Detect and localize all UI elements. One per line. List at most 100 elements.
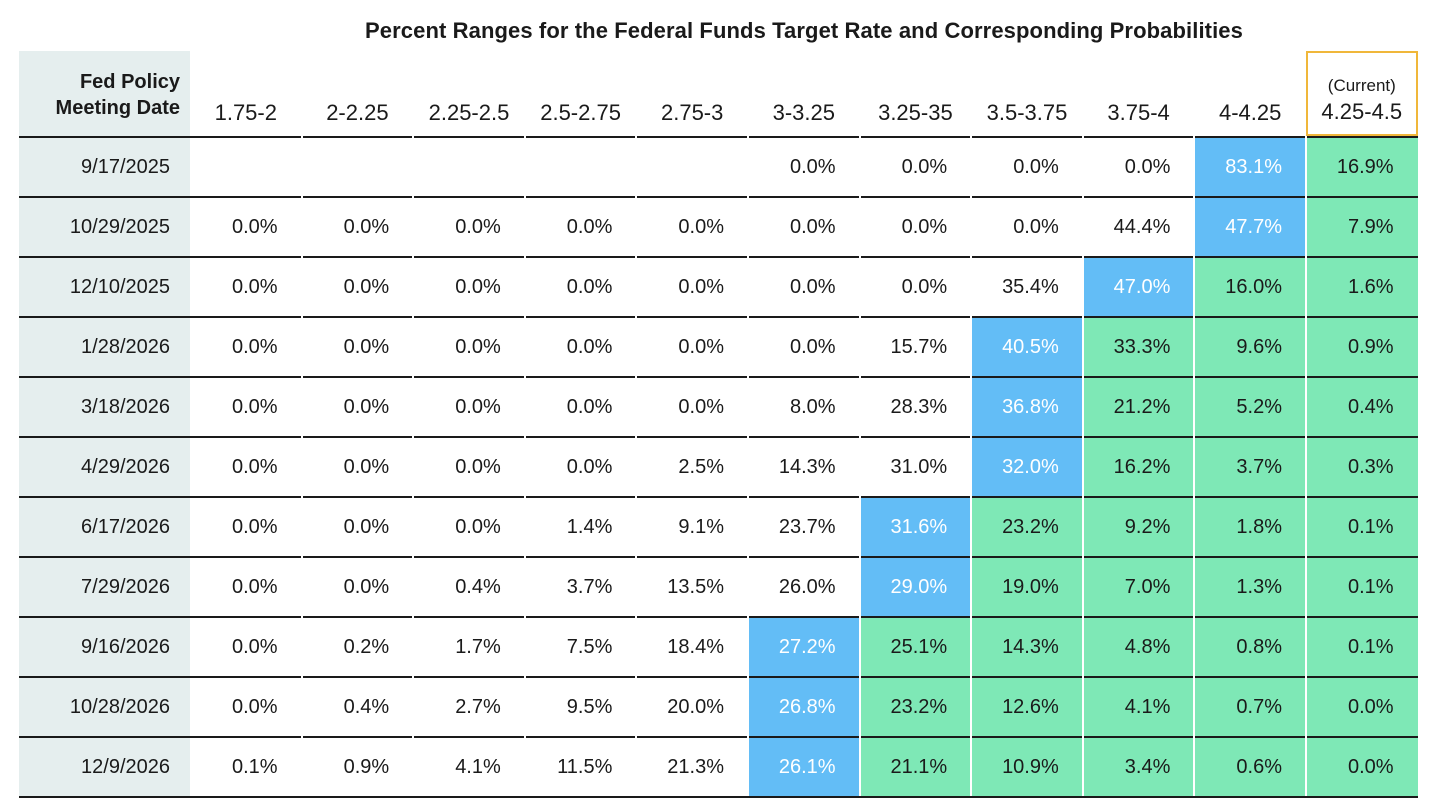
column-header: 3.5-3.75 <box>986 100 1068 125</box>
column-separator <box>970 136 973 796</box>
probability-cell: 0.0% <box>790 276 836 298</box>
probability-cell: 28.3% <box>890 396 948 418</box>
probability-cell: 31.6% <box>859 498 972 556</box>
probability-cell: 29.0% <box>859 558 972 616</box>
probability-cell: 0.0% <box>343 576 390 598</box>
meeting-date-cell: 10/28/2026 <box>19 678 190 736</box>
meeting-date-cell: 1/28/2026 <box>19 318 190 376</box>
probability-cell: 7.5% <box>566 636 613 658</box>
column-separator <box>747 136 749 796</box>
row-divider <box>19 256 1418 258</box>
column-separator <box>1305 136 1307 796</box>
probability-cell: 0.0% <box>1013 216 1059 238</box>
probability-cell: 10.9% <box>971 738 1083 796</box>
column-header: 2.75-3 <box>660 100 724 125</box>
column-separator <box>858 136 861 796</box>
probability-cell: 0.0% <box>455 396 501 418</box>
probability-cell: 0.2% <box>343 636 390 658</box>
probability-cell: 0.0% <box>343 516 390 538</box>
probability-cell: 0.0% <box>232 636 278 658</box>
probability-cell: 0.0% <box>455 456 501 478</box>
probability-cell: 1.6% <box>1306 258 1418 316</box>
probability-cell: 0.1% <box>1306 618 1418 676</box>
probability-cell: 9.2% <box>1082 498 1195 556</box>
probability-cell: 0.0% <box>343 276 390 298</box>
probability-cell: 3.7% <box>1194 438 1306 496</box>
probability-cell: 19.0% <box>971 558 1083 616</box>
probability-cell: 0.0% <box>232 696 278 718</box>
probability-cell: 0.0% <box>901 156 948 178</box>
column-header: 2.5-2.75 <box>540 100 621 125</box>
meeting-date-cell: 3/18/2026 <box>19 378 190 436</box>
probability-cell: 0.0% <box>232 276 278 298</box>
probability-cell: 1.4% <box>566 516 613 538</box>
row-header-line-1: Fed Policy <box>79 71 180 93</box>
meeting-date-cell: 9/16/2026 <box>19 618 190 676</box>
column-header: 2.25-2.5 <box>428 100 510 125</box>
column-header: 1.75-2 <box>214 100 277 125</box>
probability-cell: 0.9% <box>1306 318 1418 376</box>
probability-cell: 0.0% <box>566 396 613 418</box>
probability-cell: 23.2% <box>971 498 1083 556</box>
column-header: 2-2.25 <box>326 100 389 125</box>
row-divider <box>19 316 1418 318</box>
probability-cell: 9.6% <box>1194 318 1306 376</box>
probability-cell: 18.4% <box>667 636 724 658</box>
row-divider <box>19 376 1418 378</box>
probability-cell: 0.8% <box>1194 618 1306 676</box>
probability-cell: 1.3% <box>1194 558 1306 616</box>
probability-cell: 11.5% <box>557 756 613 778</box>
row-divider <box>19 736 1418 738</box>
column-separator <box>1081 136 1084 796</box>
probability-cell: 3.7% <box>566 576 613 598</box>
probability-cell: 33.3% <box>1082 318 1195 376</box>
table-bottom-rule <box>19 796 1418 798</box>
probability-cell <box>636 138 748 196</box>
probability-cell <box>190 138 302 196</box>
probability-cell: 0.0% <box>343 396 390 418</box>
probability-cell: 0.0% <box>678 396 724 418</box>
meeting-date-cell: 4/29/2026 <box>19 438 190 496</box>
probability-cell: 0.0% <box>566 276 613 298</box>
probability-cell <box>413 138 525 196</box>
probability-cell: 1.8% <box>1194 498 1306 556</box>
probability-cell: 0.0% <box>343 336 390 358</box>
probability-cell: 23.7% <box>778 516 836 538</box>
meeting-date-cell: 9/17/2025 <box>19 138 190 196</box>
probability-cell: 0.0% <box>790 216 836 238</box>
row-divider <box>19 436 1418 438</box>
column-header: 3.25-35 <box>878 100 953 125</box>
probability-cell: 16.0% <box>1194 258 1306 316</box>
probability-cell: 21.1% <box>859 738 972 796</box>
probability-cell: 0.0% <box>455 216 501 238</box>
meeting-date-cell: 12/10/2025 <box>19 258 190 316</box>
column-separator <box>412 136 415 796</box>
row-divider <box>19 496 1418 498</box>
probability-cell: 0.0% <box>1306 738 1418 796</box>
probability-cell: 0.1% <box>1306 558 1418 616</box>
row-header: Fed Policy Meeting Date <box>19 51 190 136</box>
probability-cell: 32.0% <box>971 438 1083 496</box>
probability-cell: 0.0% <box>790 156 836 178</box>
probability-cell: 0.6% <box>1194 738 1306 796</box>
probability-cell: 20.0% <box>667 696 724 718</box>
probability-cell: 0.0% <box>566 216 613 238</box>
probability-cell: 13.5% <box>667 576 724 598</box>
row-divider <box>19 556 1418 558</box>
probability-cell: 26.1% <box>748 738 860 796</box>
probability-cell: 16.2% <box>1082 438 1195 496</box>
probability-cell: 0.0% <box>790 336 836 358</box>
probability-cell: 35.4% <box>1002 276 1059 298</box>
column-separator <box>523 136 526 796</box>
column-separator <box>300 136 303 796</box>
probability-cell: 3.4% <box>1082 738 1195 796</box>
meeting-date-cell: 6/17/2026 <box>19 498 190 556</box>
probability-cell: 4.1% <box>455 756 501 778</box>
probability-cell: 0.0% <box>1306 678 1418 736</box>
probability-cell: 0.4% <box>455 576 501 598</box>
probability-cell: 0.0% <box>455 516 501 538</box>
column-separator <box>635 136 638 796</box>
probability-cell <box>302 138 414 196</box>
probability-cell: 2.5% <box>678 456 724 478</box>
probability-cell: 27.2% <box>748 618 860 676</box>
